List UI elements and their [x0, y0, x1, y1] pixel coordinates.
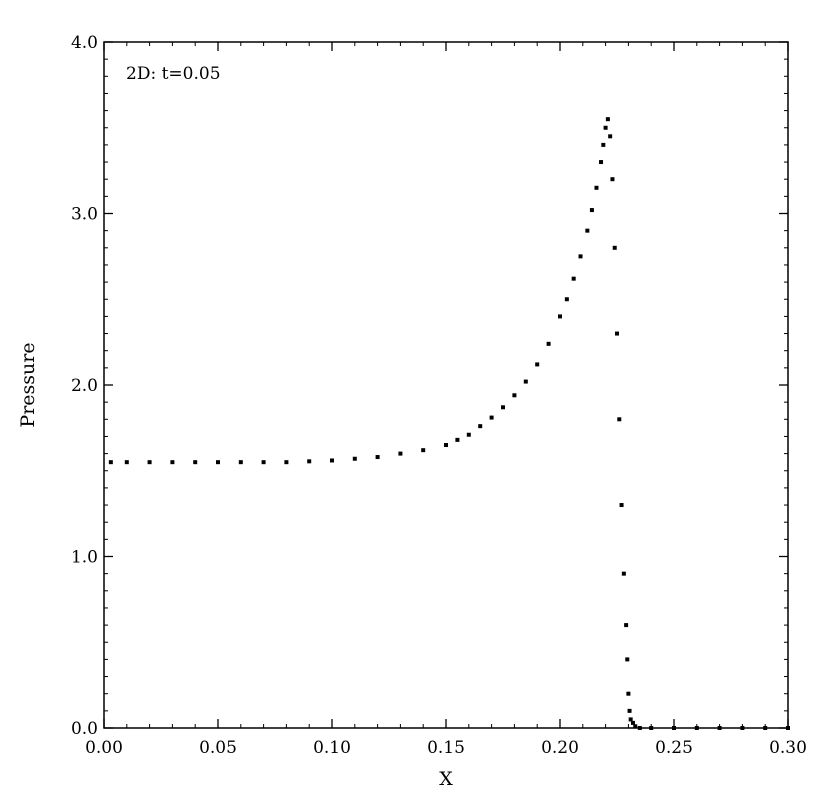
x-tick-label: 0.25: [655, 738, 693, 758]
x-axis-title: X: [439, 768, 453, 790]
data-point: [558, 314, 562, 319]
data-point: [578, 254, 583, 259]
y-axis-ticks: 0.0 1.0 2.0 3.0 4.0: [71, 33, 788, 739]
plot-frame: [103, 41, 789, 729]
x-tick-label: 0.05: [199, 738, 237, 758]
data-point: [216, 460, 220, 465]
data-point: [108, 460, 113, 465]
data-point: [124, 460, 129, 465]
x-tick-label: 0.15: [427, 738, 465, 758]
data-point: [523, 379, 528, 384]
data-point: [307, 459, 312, 464]
data-point: [330, 458, 334, 463]
data-point: [594, 185, 599, 190]
data-point: [625, 657, 630, 662]
data-point: [601, 142, 606, 147]
data-point: [649, 726, 654, 730]
data-point: [626, 691, 631, 696]
data-point: [170, 460, 175, 465]
data-point: [501, 405, 505, 410]
data-point: [193, 460, 198, 465]
data-point: [421, 448, 426, 453]
data-point: [786, 726, 790, 730]
data-point: [615, 331, 619, 336]
data-point: [617, 417, 622, 422]
data-point: [238, 460, 243, 465]
y-axis-title: Pressure: [17, 342, 39, 427]
data-point: [619, 503, 624, 508]
data-point: [352, 456, 357, 461]
data-point: [466, 432, 471, 437]
data-point: [261, 460, 266, 465]
data-point: [599, 160, 604, 165]
data-point: [627, 708, 632, 713]
data-point: [633, 724, 638, 729]
data-point: [621, 571, 626, 576]
data-point: [455, 437, 460, 442]
data-point: [763, 726, 768, 730]
x-axis-ticks: 0.00 0.05 0.10 0.15 0.20 0.25 0.30: [85, 42, 807, 758]
data-point: [672, 726, 676, 730]
data-point: [444, 443, 448, 448]
data-point: [546, 341, 551, 346]
data-point: [608, 134, 613, 139]
data-point: [512, 393, 517, 398]
data-point: [284, 460, 289, 465]
data-point: [535, 362, 540, 367]
x-tick-label: 0.00: [85, 738, 123, 758]
data-point: [571, 276, 576, 281]
data-point: [612, 245, 617, 250]
y-tick-label: 1.0: [71, 548, 98, 568]
data-point: [610, 177, 615, 182]
data-point: [147, 460, 152, 465]
data-point: [589, 208, 594, 213]
data-point: [398, 451, 403, 456]
x-tick-label: 0.20: [541, 738, 579, 758]
data-point: [628, 717, 633, 722]
y-tick-label: 0.0: [71, 719, 98, 739]
x-tick-label: 0.10: [313, 738, 351, 758]
data-point: [603, 125, 608, 130]
y-tick-label: 3.0: [71, 205, 98, 225]
y-tick-label: 2.0: [71, 376, 98, 396]
data-point: [564, 297, 569, 302]
chart-annotation: 2D: t=0.05: [126, 64, 221, 84]
data-point: [740, 726, 745, 730]
data-points: [108, 117, 790, 730]
data-point: [637, 726, 642, 730]
data-point: [375, 455, 380, 460]
y-tick-label: 4.0: [71, 33, 98, 53]
data-point: [694, 726, 699, 730]
data-point: [624, 623, 629, 628]
data-point: [605, 117, 610, 122]
data-point: [630, 720, 635, 725]
data-point: [717, 726, 722, 730]
x-tick-label: 0.30: [769, 738, 807, 758]
data-point: [489, 415, 494, 420]
data-point: [585, 228, 590, 233]
data-point: [478, 424, 483, 429]
